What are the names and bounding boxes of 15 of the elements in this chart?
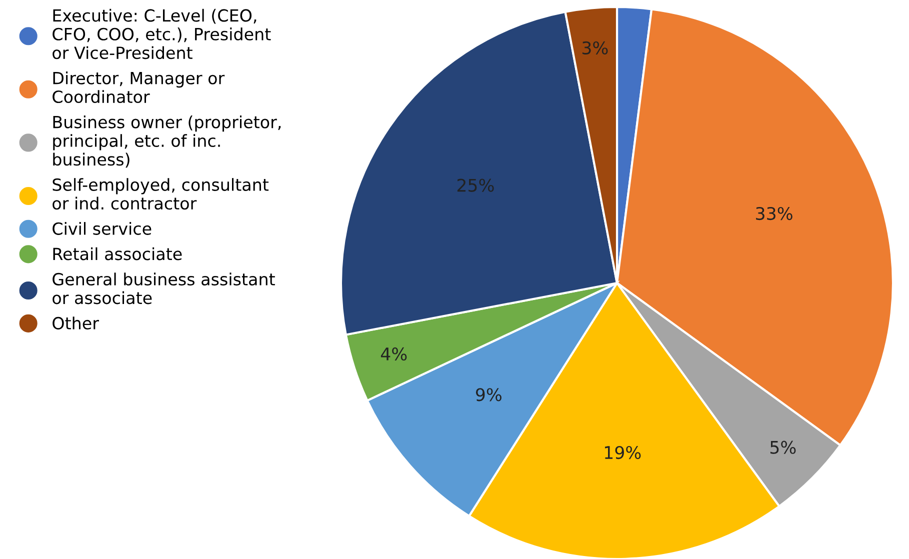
legend-label: Business owner (proprietor, principal, etc. of inc. business) — [53, 115, 281, 168]
data-label: 9% — [476, 388, 502, 402]
data-label: 25% — [457, 178, 494, 192]
legend-label: Self-employed, consultant or ind. contractor — [52, 178, 269, 210]
legend-label: Director, Manager or Coordinator — [52, 71, 225, 104]
legend-label: Other — [52, 316, 99, 330]
data-label: 5% — [770, 440, 796, 454]
data-label: 3% — [582, 41, 608, 54]
legend-label: General business assistant or associate — [52, 272, 275, 304]
data-label: 4% — [380, 347, 407, 361]
legend-label: Retail associate — [53, 247, 182, 260]
legend-label: Executive: C-Level (CEO, CFO, COO, etc.), President or Vice-President — [52, 8, 271, 60]
data-label: 33% — [756, 206, 792, 220]
legend-label: Civil service — [52, 222, 152, 235]
data-label: 19% — [604, 446, 641, 460]
